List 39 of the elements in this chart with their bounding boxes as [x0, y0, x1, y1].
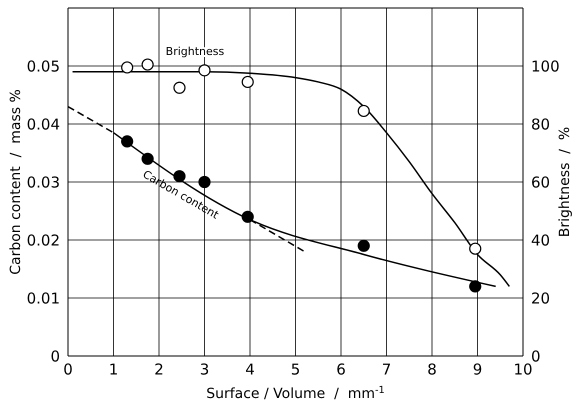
x-tick-label: 7 — [382, 360, 392, 379]
y-tick-label: 0.03 — [26, 173, 60, 192]
x-tick-label: 9 — [472, 360, 482, 379]
y-tick-label: 0.01 — [26, 289, 60, 308]
y-tick-label: 0.02 — [26, 231, 60, 250]
point — [121, 61, 134, 74]
y2-tick-label: 0 — [531, 347, 541, 366]
x-tick-label: 4 — [245, 360, 255, 379]
point — [242, 76, 254, 88]
x-tick-label: 0 — [63, 360, 73, 379]
x-tick-label: 8 — [427, 360, 437, 379]
point — [198, 176, 211, 188]
point — [358, 240, 370, 252]
point — [142, 152, 154, 165]
x-tick-label: 1 — [108, 360, 118, 379]
y-tick-label: 0 — [50, 347, 60, 366]
x-tick-label: 10 — [513, 360, 533, 379]
point — [358, 104, 370, 118]
y-tick-label: 0.04 — [26, 115, 60, 134]
point — [121, 135, 134, 148]
x-tick-label: 2 — [154, 360, 164, 379]
y2-tick-label: 40 — [531, 231, 550, 250]
y-tick-label: 0.05 — [26, 57, 60, 76]
x-tick-label: 6 — [336, 360, 346, 379]
point — [198, 64, 211, 76]
point — [469, 242, 482, 255]
x-tick-label: 5 — [290, 360, 300, 379]
y2-tick-label: 80 — [531, 115, 550, 134]
x-tick-label: 3 — [200, 360, 210, 379]
y2-tick-label: 20 — [531, 289, 550, 308]
point — [469, 280, 482, 292]
point — [142, 58, 154, 71]
y2-tick-label: 100 — [531, 57, 560, 76]
y2-tick-label: 60 — [531, 173, 550, 192]
x-axis-title: Surface / Volume / mm$^{-1}$ — [206, 384, 385, 402]
y-axis-title: Carbon content / mass % — [8, 89, 24, 275]
y2-axis-title: Brightness / % — [557, 126, 573, 238]
point — [173, 82, 186, 94]
point — [242, 210, 254, 223]
